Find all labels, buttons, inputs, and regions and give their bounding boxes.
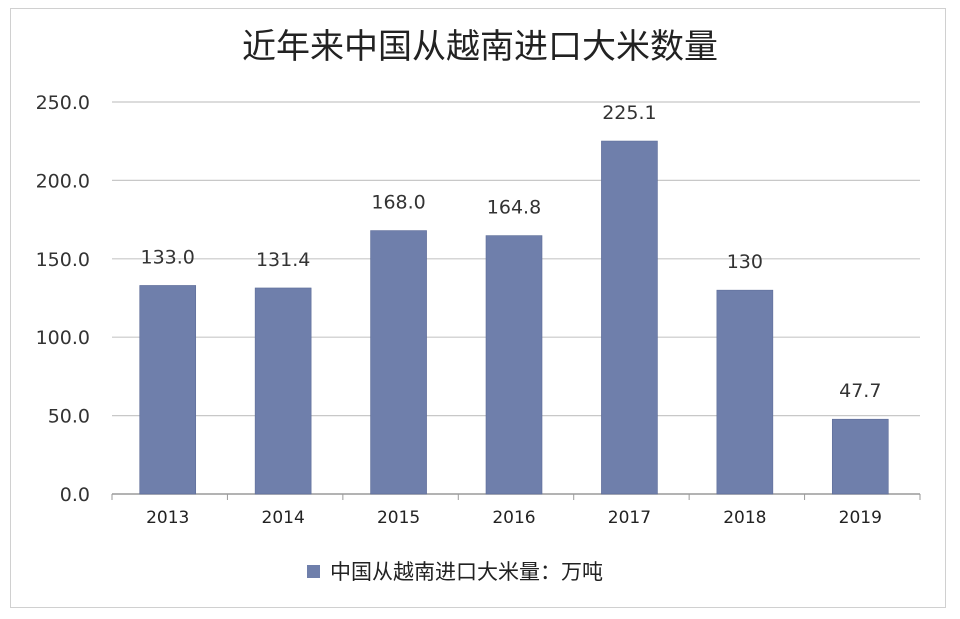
data-labels: 133.0 131.4 168.0 164.8 225.1 130 47.7: [141, 102, 882, 402]
grid-lines: [112, 101, 920, 495]
x-tick-label: 2016: [492, 508, 535, 528]
data-label: 133.0: [141, 246, 195, 268]
bar: [254, 287, 312, 495]
legend-swatch: [307, 565, 320, 578]
y-axis-ticks: 0.0 50.0 100.0 150.0 200.0 250.0: [36, 92, 90, 506]
x-tick-label: 2017: [608, 508, 651, 528]
data-label: 131.4: [256, 249, 310, 271]
y-tick-label: 0.0: [60, 484, 90, 506]
x-tick-label: 2015: [377, 508, 420, 528]
y-tick-label: 150.0: [36, 249, 90, 271]
data-label: 47.7: [839, 380, 881, 402]
bar: [601, 140, 658, 495]
data-label: 130: [727, 251, 763, 273]
y-tick-label: 200.0: [36, 170, 90, 192]
x-tick-label: 2014: [262, 508, 305, 528]
bar: [370, 230, 427, 495]
legend-label: 中国从越南进口大米量：万吨: [330, 560, 603, 584]
y-tick-label: 100.0: [36, 327, 90, 349]
chart-title: 近年来中国从越南进口大米数量: [242, 27, 718, 67]
x-tick-label: 2018: [723, 508, 766, 528]
x-tick-label: 2013: [146, 508, 189, 528]
bar: [485, 235, 543, 495]
x-tick-label: 2019: [839, 508, 882, 528]
y-tick-label: 50.0: [48, 406, 90, 428]
data-label: 225.1: [602, 102, 656, 124]
x-axis-ticks: 2013 2014 2015 2016 2017 2018 2019: [111, 494, 921, 528]
y-tick-label: 250.0: [36, 92, 90, 114]
bar: [139, 285, 197, 495]
data-label: 164.8: [487, 197, 541, 219]
bar: [831, 418, 889, 495]
legend: 中国从越南进口大米量：万吨: [307, 560, 603, 584]
bars: [139, 140, 889, 495]
bar: [716, 289, 774, 495]
data-label: 168.0: [371, 192, 425, 214]
